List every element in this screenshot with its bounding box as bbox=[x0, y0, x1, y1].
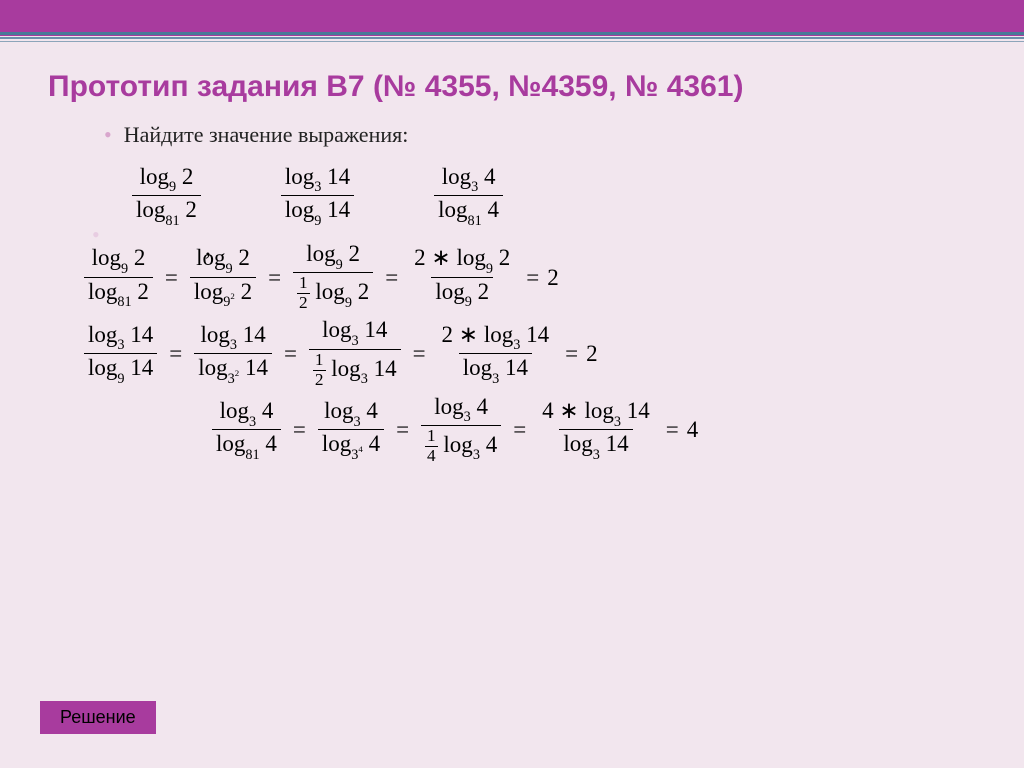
secondary-bullet-icon: • bbox=[92, 222, 100, 248]
slide-content: Прототип задания B7 (№ 4355, №4359, № 43… bbox=[0, 36, 1024, 466]
problems-row: log9 2 log81 2 log3 14 log9 14 log3 4 lo… bbox=[128, 164, 976, 228]
solution1-result: 2 bbox=[547, 265, 559, 290]
math-area: log9 2 log81 2 log3 14 log9 14 log3 4 lo… bbox=[48, 164, 976, 466]
bullet-icon: • bbox=[104, 122, 112, 147]
problem-2: log3 14 log9 14 bbox=[281, 164, 354, 228]
solution-row-1: log9 2log81 2 = log9 2log92 2 = log9 212… bbox=[80, 241, 976, 313]
solution-row-2: log3 14log9 14 = log3 14log32 14 = log3 … bbox=[80, 317, 976, 389]
slide-title: Прототип задания B7 (№ 4355, №4359, № 43… bbox=[48, 68, 976, 106]
solution2-result: 2 bbox=[586, 341, 598, 366]
header-bar bbox=[0, 0, 1024, 36]
prompt-text: Найдите значение выражения: bbox=[124, 122, 409, 147]
solution-row-3: log3 4log81 4 = log3 4log34 4 = log3 414… bbox=[208, 394, 976, 466]
solution3-result: 4 bbox=[687, 417, 699, 442]
header-lines bbox=[0, 32, 1024, 44]
problem-1: log9 2 log81 2 bbox=[132, 164, 201, 228]
stray-comma: , bbox=[205, 235, 211, 262]
problem-3: log3 4 log81 4 bbox=[434, 164, 503, 228]
solution-button[interactable]: Решение bbox=[40, 701, 156, 734]
prompt-line: • Найдите значение выражения: bbox=[104, 122, 976, 148]
